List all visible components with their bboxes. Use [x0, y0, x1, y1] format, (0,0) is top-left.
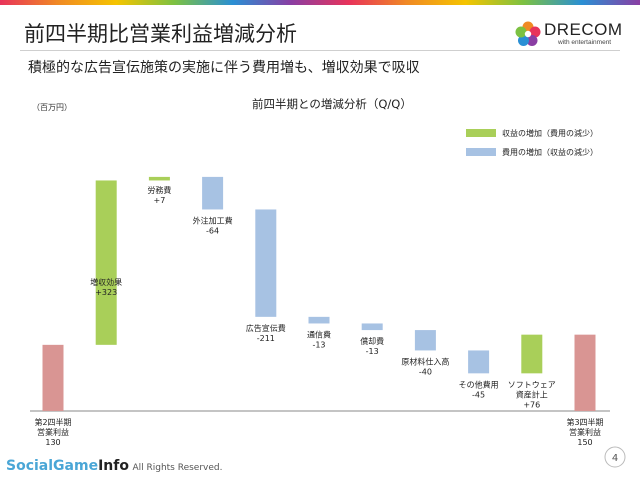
bar-3 [202, 176, 224, 210]
bar-value-label-6: -13 [366, 347, 379, 356]
bar-value-label-9: +76 [523, 400, 540, 409]
bar-label-1: 増収効果+323 [90, 277, 122, 297]
page-title: 前四半期比営業利益増減分析 [24, 22, 297, 46]
bar-8 [468, 350, 490, 374]
bar-5 [308, 316, 330, 324]
bar-9 [521, 334, 543, 374]
top-color-stripe [0, 0, 640, 5]
footer: SocialGameInfo All Rights Reserved. [6, 458, 223, 474]
bar-4 [255, 209, 277, 317]
bar-category-label-5-0: 通信費 [307, 329, 331, 339]
flower-logo-icon [515, 21, 541, 46]
bar-2 [148, 176, 170, 181]
bar-category-label-9-1: 資産計上 [516, 389, 548, 399]
bar-value-label-1: +323 [95, 288, 117, 297]
bar-label-8: その他費用-45 [459, 379, 499, 399]
bar-label-5: 通信費-13 [307, 329, 331, 349]
legend-swatch-increase [466, 129, 496, 137]
bar-category-label-4-0: 広告宣伝費 [246, 323, 286, 333]
unit-label: （百万円） [32, 103, 72, 112]
legend-swatch-decrease [466, 148, 496, 156]
bar-category-label-3-0: 外注加工費 [193, 215, 233, 225]
bar-category-label-6-0: 償却費 [360, 336, 384, 346]
watermark-socialgame: SocialGame [6, 458, 99, 474]
page-subtitle: 積極的な広告宣伝施策の実施に伴う費用増も、増収効果で吸収 [28, 60, 420, 76]
legend-item-increase: 収益の増加（費用の減少） [466, 126, 598, 140]
bar-10 [574, 334, 596, 411]
bar-value-label-3: -64 [206, 226, 219, 235]
bar-value-label-10: 150 [577, 438, 592, 447]
bar-label-4: 広告宣伝費-211 [246, 323, 286, 343]
bar-category-label-10-1: 営業利益 [569, 427, 601, 437]
logo-tagline: with entertainment [558, 39, 612, 46]
company-logo: DRECOM with entertainment [514, 20, 624, 48]
legend-item-decrease: 費用の増加（収益の減少） [466, 145, 598, 159]
legend-label-decrease: 費用の増加（収益の減少） [502, 147, 598, 157]
bar-category-label-0-1: 営業利益 [37, 427, 69, 437]
bar-value-label-2: +7 [154, 196, 166, 205]
bar-category-label-0-0: 第2四半期 [34, 417, 71, 427]
bar-7 [414, 330, 436, 351]
bar-label-7: 原材料仕入高-40 [401, 356, 449, 376]
bar-1 [95, 180, 117, 345]
page-number: 4 [612, 453, 618, 464]
bar-category-label-10-0: 第3四半期 [566, 417, 603, 427]
bar-value-label-5: -13 [312, 340, 325, 349]
legend-label-increase: 収益の増加（費用の減少） [502, 128, 598, 138]
bar-value-label-7: -40 [419, 367, 432, 376]
bar-value-label-8: -45 [472, 390, 485, 399]
bar-category-label-2-0: 労務費 [147, 185, 171, 195]
bar-6 [361, 323, 383, 331]
copyright-text: All Rights Reserved. [132, 463, 223, 473]
watermark-info: Info [98, 458, 129, 474]
title-divider [20, 50, 620, 51]
bar-category-label-1-0: 増収効果 [90, 277, 122, 287]
bar-0 [42, 344, 64, 411]
logo-wordmark: DRECOM [544, 20, 623, 39]
bar-category-label-9-0: ソフトウェア [508, 380, 556, 389]
bar-value-label-0: 130 [45, 438, 60, 447]
bar-label-3: 外注加工費-64 [193, 215, 233, 235]
bar-label-2: 労務費+7 [147, 185, 171, 205]
bar-label-6: 償却費-13 [360, 336, 384, 356]
page-number-badge: 4 [604, 446, 626, 468]
bar-category-label-8-0: その他費用 [459, 379, 499, 389]
chart-legend: 収益の増加（費用の減少） 費用の増加（収益の減少） [466, 126, 598, 164]
bar-category-label-7-0: 原材料仕入高 [401, 356, 449, 366]
chart-title: 前四半期との増減分析（Q/Q） [252, 97, 412, 111]
bar-value-label-4: -211 [257, 334, 275, 343]
